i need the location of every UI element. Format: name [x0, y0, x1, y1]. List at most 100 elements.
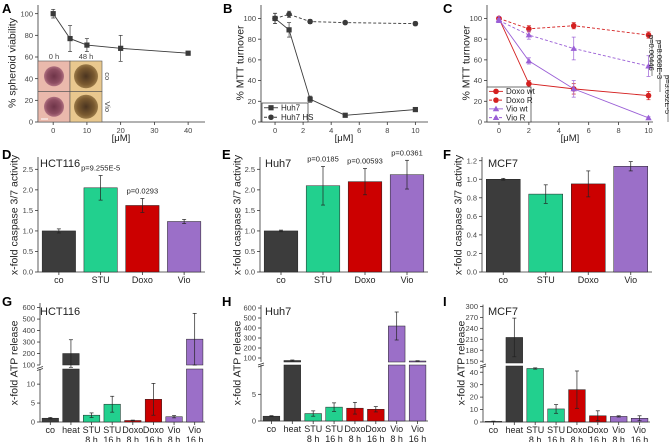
y-tick-label: 40: [474, 76, 482, 85]
panel-letter: B: [223, 1, 232, 16]
x-tick-label: 8: [385, 126, 389, 135]
data-point: [570, 85, 577, 92]
panel-title: MCF7: [488, 306, 518, 318]
panel-title: Huh7: [265, 306, 291, 318]
x-tick-label: 0: [51, 126, 55, 135]
data-point: [67, 35, 73, 42]
x-tick-label: 4: [329, 126, 333, 135]
x-tick-label: Doxo: [132, 275, 153, 285]
p-value-label: p=0.00593: [347, 157, 383, 166]
y-tick-label: 20: [474, 97, 482, 106]
x-tick-label-line: 16 h: [145, 435, 163, 442]
y-tick-label: 0.0: [467, 268, 477, 277]
x-tick-label-line: co: [276, 275, 286, 285]
x-tick-label-line: STU: [103, 425, 121, 435]
x-tick-label: Doxo 8 h: [344, 424, 365, 442]
panel-letter: E: [222, 147, 231, 162]
x-tick-label-line: Doxo: [132, 275, 153, 285]
bar: [486, 179, 521, 273]
x-tick-label: STU 8 h: [526, 425, 544, 442]
x-tick-label: 10: [83, 126, 91, 135]
x-tick-label-line: 16 h: [325, 434, 343, 442]
x-tick-label: Vio: [178, 275, 191, 285]
bar: [125, 205, 160, 273]
y-tick-label: 5: [252, 390, 256, 399]
x-tick-label-line: Doxo: [365, 424, 386, 434]
y-axis-label: % MTT turnover: [235, 25, 247, 101]
y-tick-label: 210: [465, 335, 478, 344]
x-tick-label: 10: [644, 126, 652, 135]
y-tick-label: 80: [25, 31, 33, 40]
x-tick-label: 30: [150, 126, 158, 135]
x-tick-label: Doxo: [354, 275, 375, 285]
y-tick-label: 20: [470, 393, 478, 402]
y-tick-label: 2.0: [245, 185, 255, 194]
data-point: [645, 114, 652, 121]
x-tick-label-line: STU: [325, 424, 343, 434]
y-tick-label: 0.5: [245, 247, 255, 256]
data-point: [272, 15, 278, 22]
x-tick-label-line: 8 h: [529, 435, 542, 442]
x-tick-label: co: [498, 275, 508, 285]
y-tick-label: 5: [31, 399, 35, 408]
x-tick-label-line: Vio: [401, 275, 414, 285]
inset-row-label: Vio: [103, 101, 112, 112]
legend-label: Doxo R: [506, 96, 533, 105]
y-tick-label: 60: [25, 53, 33, 62]
x-tick-label: 2: [527, 126, 531, 135]
x-tick-label: co: [276, 275, 286, 285]
panel-letter: H: [222, 294, 231, 309]
x-tick-label-line: Doxo: [143, 425, 164, 435]
data-point: [526, 26, 532, 32]
x-tick-label: 0: [273, 126, 277, 135]
x-tick-label-line: Doxo: [354, 275, 375, 285]
y-axis-label: x-fold caspase 3/7 activity: [9, 154, 21, 275]
y-axis-label: x-fold caspase 3/7 activity: [232, 154, 244, 275]
y-tick-label: 200: [22, 349, 35, 358]
bar: [347, 181, 383, 273]
p-value-label: p=0.0185: [307, 154, 339, 163]
data-point: [307, 96, 313, 102]
bar: [408, 364, 427, 422]
x-tick-label: Vio 16 h: [631, 425, 649, 442]
y-tick-label: 240: [465, 324, 478, 333]
inset-column-label: 0 h: [49, 52, 59, 61]
y-tick-label: 100: [243, 354, 256, 363]
x-tick-label: heat: [284, 424, 302, 434]
x-tick-label: Doxo: [578, 275, 599, 285]
spheroid: [74, 64, 98, 89]
panel-letter: G: [2, 294, 12, 309]
y-tick-label: 0.8: [467, 193, 477, 202]
x-tick-label-line: 16 h: [367, 434, 385, 442]
y-tick-label: 0: [478, 118, 482, 127]
y-tick-label: 60: [474, 55, 482, 64]
y-tick-label: 60: [248, 55, 256, 64]
y-axis-label: x-fold ATP release: [9, 320, 21, 405]
x-axis-label: [μM]: [112, 133, 131, 144]
legend-label: Vio wt: [506, 105, 528, 114]
y-tick-label: 30: [470, 380, 478, 389]
x-tick-label-line: Vio: [188, 425, 201, 435]
y-tick-label: 180: [465, 346, 478, 355]
x-tick-label: Vio 8 h: [168, 425, 181, 442]
y-tick-label: 1.5: [245, 206, 255, 215]
x-tick-label-line: Doxo: [344, 424, 365, 434]
x-tick-label: STU 16 h: [547, 425, 565, 442]
x-tick-label: STU 8 h: [83, 425, 101, 442]
x-tick-label-line: Doxo: [578, 275, 599, 285]
y-tick-label: 80: [474, 35, 482, 44]
y-tick-label: 2.0: [23, 185, 33, 194]
x-tick-label-line: Vio: [178, 275, 191, 285]
series-line: [498, 20, 649, 67]
spheroid: [44, 66, 64, 87]
x-tick-label-line: Vio: [612, 425, 625, 435]
x-tick-label-line: Doxo: [122, 425, 143, 435]
x-tick-label-line: 8 h: [127, 435, 140, 442]
y-tick-label: 100: [22, 361, 35, 370]
p-value-label: p=0.0361: [391, 148, 423, 157]
p-value-label: p=8.068E-3: [655, 40, 664, 79]
legend-marker: [268, 105, 274, 111]
y-tick-label: 150: [465, 357, 478, 366]
y-tick-label: 600: [243, 304, 256, 313]
x-tick-label: STU 8 h: [304, 424, 322, 442]
